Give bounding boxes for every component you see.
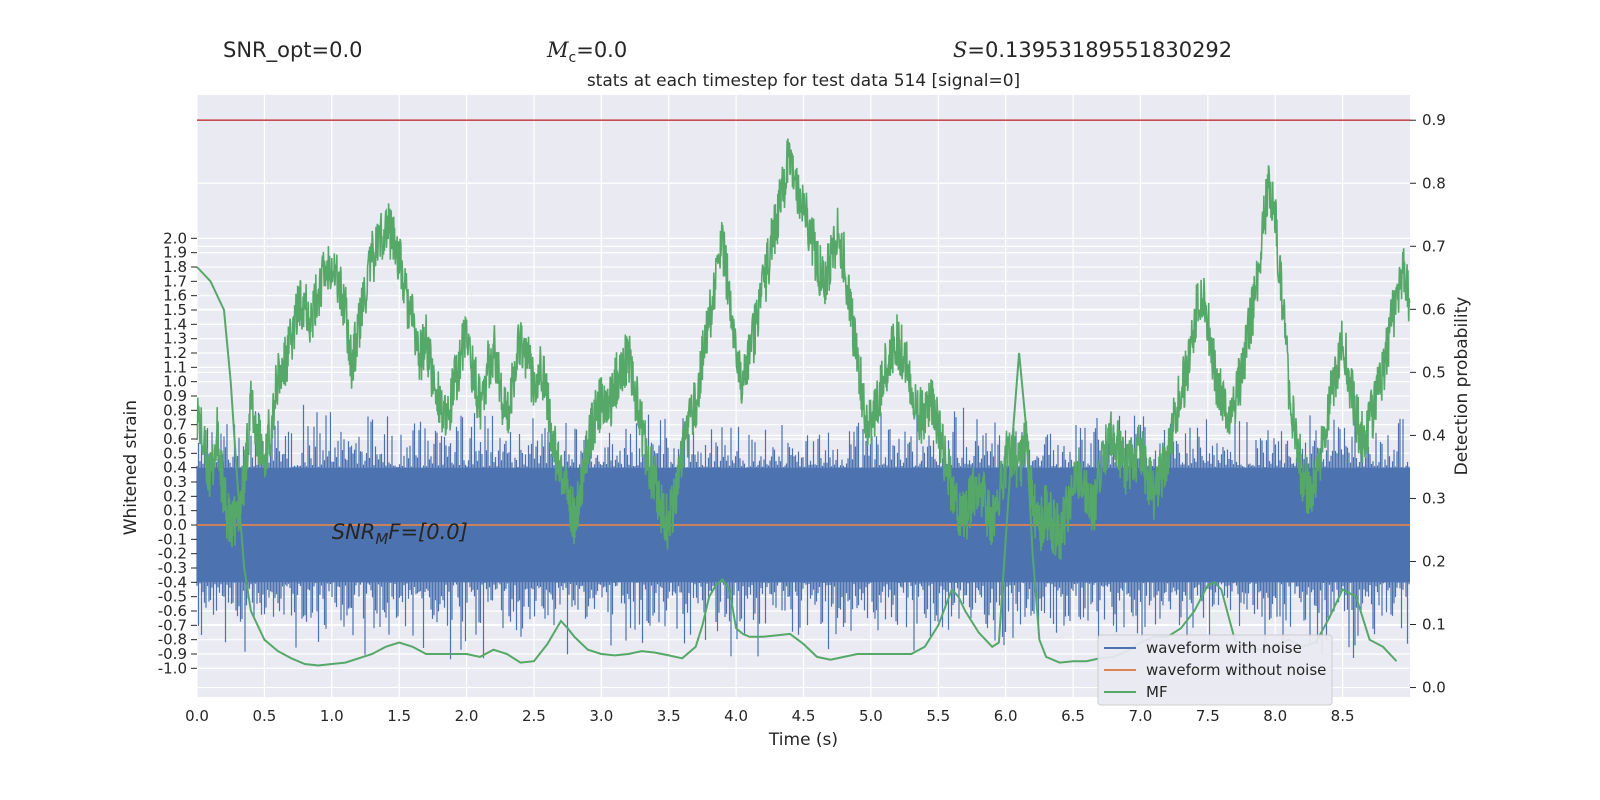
left-y-tick-label: 1.3 [163, 330, 187, 348]
left-y-tick-label: -0.2 [158, 545, 187, 563]
left-y-tick-label: 0.2 [163, 487, 187, 505]
mc-stat: Mc=0.0 [547, 38, 627, 66]
series-detection-probability [196, 138, 1411, 560]
x-tick-label: 0.5 [252, 707, 276, 725]
x-tick-label: 6.0 [994, 707, 1018, 725]
left-y-tick-label: 1.2 [163, 344, 187, 362]
right-y-axis-label: Detection probability [1452, 297, 1472, 476]
legend-label: MF [1146, 683, 1168, 701]
right-y-tick-label: 0.3 [1422, 489, 1446, 507]
left-y-tick-label: 1.5 [163, 301, 187, 319]
left-y-tick-label: -0.4 [158, 573, 187, 591]
left-y-tick-label: -1.0 [158, 659, 187, 677]
left-y-tick-label: -0.3 [158, 559, 187, 577]
right-y-tick-label: 0.5 [1422, 363, 1446, 381]
right-y-tick-label: 0.7 [1422, 237, 1446, 255]
left-y-tick-label: 1.0 [163, 373, 187, 391]
x-tick-label: 2.5 [522, 707, 546, 725]
left-y-tick-label: 0.9 [163, 387, 187, 405]
x-tick-label: 8.0 [1263, 707, 1287, 725]
left-y-tick-label: 2.0 [163, 229, 187, 247]
x-tick-label: 1.5 [387, 707, 411, 725]
snr-mf-suffix: F=[0.0] [388, 520, 467, 544]
left-y-tick-label: 1.1 [163, 358, 187, 376]
ticks: 0.0 0.5 1.0 1.5 2.0 2.5 3.0 3.5 4.0 4.5 5.0 5.5 6.0 6… [158, 111, 1446, 725]
series-mf [196, 266, 1398, 667]
legend-box [1097, 634, 1333, 706]
left-y-tick-label: 0.6 [163, 430, 187, 448]
left-y-tick-label: -0.1 [158, 530, 187, 548]
left-y-tick-label: -0.6 [158, 602, 187, 620]
snr-opt-stat: SNR_opt=0.0 [223, 38, 363, 62]
s-value: =0.13953189551830292 [967, 38, 1233, 62]
mc-symbol: M [547, 38, 569, 62]
left-y-tick-label: -0.7 [158, 616, 187, 634]
chart-title: stats at each timestep for test data 514… [587, 71, 1020, 91]
right-y-tick-label: 0.0 [1422, 679, 1446, 697]
mc-subscript: c [568, 50, 577, 67]
x-tick-label: 1.0 [320, 707, 344, 725]
x-tick-label: 2.0 [455, 707, 479, 725]
right-y-tick-label: 0.2 [1422, 552, 1446, 570]
series-lines [196, 119, 1411, 667]
left-y-tick-label: 0.4 [163, 459, 187, 477]
left-y-tick-label: 0.8 [163, 401, 187, 419]
right-y-tick-label: 0.8 [1422, 174, 1446, 192]
s-symbol: S [953, 38, 968, 62]
x-axis-label: Time (s) [768, 730, 838, 750]
snr-mf-annotation: SNRMF=[0.0] [332, 520, 468, 548]
left-y-tick-label: 1.9 [163, 244, 187, 262]
x-tick-label: 7.5 [1196, 707, 1220, 725]
x-tick-label: 6.5 [1061, 707, 1085, 725]
x-tick-label: 4.0 [724, 707, 748, 725]
right-y-tick-label: 0.4 [1422, 426, 1446, 444]
legend-label: waveform without noise [1146, 661, 1326, 679]
x-tick-label: 3.5 [657, 707, 681, 725]
right-y-tick-label: 0.6 [1422, 300, 1446, 318]
x-tick-label: 4.5 [792, 707, 816, 725]
snr-mf-subscript: M [375, 530, 388, 548]
left-y-tick-label: 0.3 [163, 473, 187, 491]
left-y-tick-label: 0.7 [163, 416, 187, 434]
right-y-tick-label: 0.1 [1422, 616, 1446, 634]
snr-mf-base: SNR [332, 520, 376, 544]
left-y-axis-label: Whitened strain [121, 400, 141, 535]
left-y-tick-label: 0.1 [163, 502, 187, 520]
x-tick-label: 0.0 [185, 707, 209, 725]
left-y-tick-label: 1.7 [163, 272, 187, 290]
x-tick-label: 3.0 [589, 707, 613, 725]
left-y-tick-label: 1.8 [163, 258, 187, 276]
s-stat: S=0.13953189551830292 [953, 38, 1232, 62]
x-tick-label: 5.0 [859, 707, 883, 725]
left-y-tick-label: 0.0 [163, 516, 187, 534]
legend: waveform with noise waveform without nois… [1097, 634, 1333, 706]
left-y-tick-label: 1.6 [163, 287, 187, 305]
left-y-tick-label: -0.9 [158, 645, 187, 663]
left-y-tick-label: -0.5 [158, 588, 187, 606]
x-tick-label: 7.0 [1129, 707, 1153, 725]
mc-value: =0.0 [576, 38, 628, 62]
legend-label: waveform with noise [1146, 639, 1302, 657]
left-y-tick-label: -0.8 [158, 631, 187, 649]
x-tick-label: 8.5 [1331, 707, 1355, 725]
right-y-tick-label: 0.9 [1422, 111, 1446, 129]
left-y-tick-label: 1.4 [163, 315, 187, 333]
left-y-tick-label: 0.5 [163, 444, 187, 462]
x-tick-label: 5.5 [926, 707, 950, 725]
